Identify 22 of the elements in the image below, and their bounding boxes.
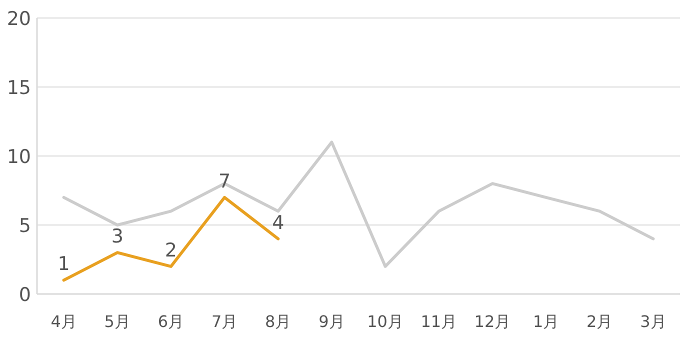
- x-tick-label: 2月: [586, 312, 613, 331]
- x-tick-label: 8月: [265, 312, 292, 331]
- x-tick-label: 12月: [474, 312, 511, 331]
- x-tick-label: 10月: [367, 312, 404, 331]
- x-tick-label: 9月: [318, 312, 345, 331]
- data-label: 4: [272, 212, 284, 234]
- x-tick-label: 3月: [640, 312, 666, 331]
- y-tick-label: 15: [6, 77, 31, 99]
- y-tick-label: 5: [18, 215, 31, 237]
- data-label: 2: [164, 239, 178, 262]
- x-tick-label: 7月: [211, 312, 238, 331]
- x-tick-label: 5月: [104, 312, 130, 331]
- y-tick-label: 20: [6, 8, 31, 30]
- y-tick-label: 10: [6, 146, 31, 168]
- data-label: 7: [218, 170, 231, 192]
- x-tick-label: 1月: [532, 312, 560, 331]
- data-label: 1: [58, 253, 70, 276]
- x-tick-label: 6月: [158, 312, 184, 331]
- y-tick-label: 0: [18, 284, 31, 306]
- x-tick-label: 4月: [50, 312, 77, 331]
- x-tick-label: 11月: [420, 312, 458, 331]
- data-label: 3: [111, 226, 124, 248]
